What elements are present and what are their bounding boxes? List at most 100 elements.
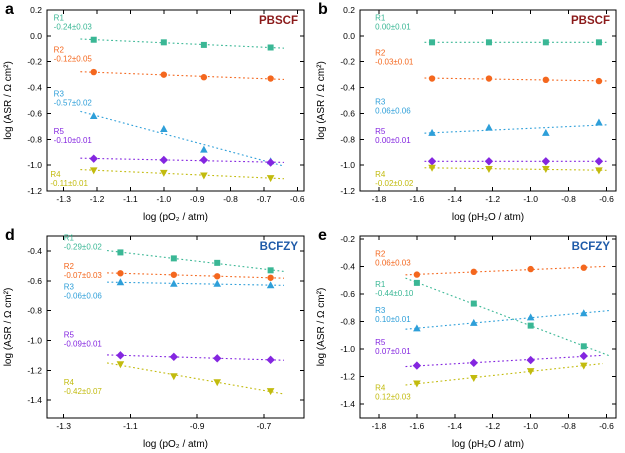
panel-letter-b: b <box>318 1 328 18</box>
svg-text:-0.8: -0.8 <box>561 194 576 204</box>
scatter-chart-a: -1.3 -1.2 -1.1 -1.0 -0.9 -0.8 -0.7 -0.6 0.2 0.0 -0… <box>3 5 305 223</box>
svg-text:-1.2: -1.2 <box>485 421 500 431</box>
svg-text:-0.09±0.01: -0.09±0.01 <box>64 339 103 348</box>
svg-text:R5: R5 <box>375 338 386 347</box>
svg-text:-1.2: -1.2 <box>27 186 42 196</box>
svg-text:log (pO₂ / atm): log (pO₂ / atm) <box>143 212 208 223</box>
svg-text:log (pH₂O / atm): log (pH₂O / atm) <box>452 439 524 450</box>
svg-text:-0.9: -0.9 <box>190 194 205 204</box>
svg-text:-1.0: -1.0 <box>340 344 355 354</box>
svg-text:R3: R3 <box>54 90 65 99</box>
scatter-chart-e: -1.8 -1.6 -1.4 -1.2 -1.0 -0.8 -0.6 -0.2 -0.4 -0.6… <box>316 234 617 450</box>
svg-text:log (ASR / Ω cm²): log (ASR / Ω cm²) <box>3 61 14 140</box>
panel-a: a -1.3 -1.2 -1.1 -1.0 -0.9 -0.8 -0.7 -0.6 0.2 0.0… <box>0 0 313 226</box>
svg-text:R3: R3 <box>375 306 386 315</box>
svg-text:0.10±0.01: 0.10±0.01 <box>375 315 411 324</box>
svg-text:log (ASR / Ω cm²): log (ASR / Ω cm²) <box>316 288 327 367</box>
svg-text:-0.6: -0.6 <box>340 108 355 118</box>
svg-text:R3: R3 <box>375 97 386 106</box>
svg-text:-1.3: -1.3 <box>56 421 71 431</box>
svg-text:0.0: 0.0 <box>343 31 355 41</box>
svg-text:-0.8: -0.8 <box>340 316 355 326</box>
svg-text:-0.8: -0.8 <box>561 421 576 431</box>
svg-text:-0.4: -0.4 <box>340 83 355 93</box>
scatter-chart-d: -1.3 -1.1 -0.9 -0.7 -0.4 -0.6 -0.8 -1.0 -1.2 -1.4… <box>3 233 305 450</box>
svg-text:-0.6: -0.6 <box>340 289 355 299</box>
svg-text:-1.0: -1.0 <box>27 335 42 345</box>
svg-text:R2: R2 <box>64 262 75 271</box>
svg-text:log (ASR / Ω cm²): log (ASR / Ω cm²) <box>3 288 14 367</box>
svg-text:-0.4: -0.4 <box>340 261 355 271</box>
svg-text:-1.0: -1.0 <box>156 194 171 204</box>
svg-text:0.07±0.01: 0.07±0.01 <box>375 347 411 356</box>
svg-text:-1.0: -1.0 <box>523 194 538 204</box>
svg-text:R1: R1 <box>375 13 386 22</box>
svg-text:-1.3: -1.3 <box>56 194 71 204</box>
svg-text:-0.44±0.10: -0.44±0.10 <box>375 289 414 298</box>
svg-text:-1.0: -1.0 <box>27 160 42 170</box>
svg-text:R1: R1 <box>64 233 75 242</box>
svg-text:-1.2: -1.2 <box>340 186 355 196</box>
svg-text:-0.03±0.01: -0.03±0.01 <box>375 57 414 66</box>
svg-text:-0.24±0.03: -0.24±0.03 <box>54 22 93 31</box>
svg-text:-1.4: -1.4 <box>340 399 355 409</box>
svg-text:-0.4: -0.4 <box>27 246 42 256</box>
svg-text:R5: R5 <box>375 127 386 136</box>
svg-text:-1.0: -1.0 <box>340 160 355 170</box>
svg-text:-0.06±0.06: -0.06±0.06 <box>64 292 103 301</box>
svg-text:log (pH₂O / atm): log (pH₂O / atm) <box>452 212 524 223</box>
panel-d: d -1.3 -1.1 -0.9 -0.7 -0.4 -0.6 -0.8 -1.0 -1.2 -1… <box>0 226 313 453</box>
svg-text:R1: R1 <box>54 13 65 22</box>
svg-text:R3: R3 <box>64 283 75 292</box>
svg-text:R2: R2 <box>54 46 65 55</box>
svg-text:-0.29±0.02: -0.29±0.02 <box>64 242 103 251</box>
svg-text:-1.1: -1.1 <box>123 194 138 204</box>
scatter-chart-b: -1.8 -1.6 -1.4 -1.2 -1.0 -0.8 -0.6 0.2 0.0 -0.2 -0… <box>316 5 617 223</box>
svg-text:BCFZY: BCFZY <box>572 241 611 253</box>
svg-text:-1.8: -1.8 <box>372 194 387 204</box>
svg-text:-0.2: -0.2 <box>27 57 42 67</box>
svg-text:-1.4: -1.4 <box>447 194 462 204</box>
svg-text:-0.7: -0.7 <box>257 194 272 204</box>
svg-text:BCFZY: BCFZY <box>260 241 299 253</box>
svg-text:-0.07±0.03: -0.07±0.03 <box>64 271 103 280</box>
panel-b: b -1.8 -1.6 -1.4 -1.2 -1.0 -0.8 -0.6 0.2 0.0 -0.2… <box>313 0 625 226</box>
svg-text:-1.2: -1.2 <box>485 194 500 204</box>
svg-text:log (pO₂ / atm): log (pO₂ / atm) <box>143 439 208 450</box>
svg-text:-1.6: -1.6 <box>410 421 425 431</box>
svg-text:-1.0: -1.0 <box>523 421 538 431</box>
svg-text:0.2: 0.2 <box>343 5 355 15</box>
svg-text:-1.6: -1.6 <box>410 194 425 204</box>
svg-text:log (ASR / Ω cm²): log (ASR / Ω cm²) <box>316 61 327 140</box>
svg-text:0.06±0.03: 0.06±0.03 <box>375 259 411 268</box>
svg-text:-1.8: -1.8 <box>372 421 387 431</box>
svg-text:-1.2: -1.2 <box>90 194 105 204</box>
svg-text:-0.8: -0.8 <box>27 306 42 316</box>
svg-text:-1.4: -1.4 <box>27 395 42 405</box>
svg-text:0.00±0.01: 0.00±0.01 <box>375 22 411 31</box>
svg-text:-0.57±0.02: -0.57±0.02 <box>54 99 93 108</box>
svg-text:R4: R4 <box>375 170 386 179</box>
svg-text:-0.42±0.07: -0.42±0.07 <box>64 387 103 396</box>
svg-text:-0.6: -0.6 <box>290 194 305 204</box>
svg-text:R2: R2 <box>375 250 386 259</box>
panel-letter-d: d <box>5 227 15 244</box>
svg-text:-0.10±0.01: -0.10±0.01 <box>54 136 93 145</box>
panel-letter-e: e <box>318 227 327 244</box>
svg-text:R2: R2 <box>375 48 386 57</box>
svg-text:-0.2: -0.2 <box>340 57 355 67</box>
svg-text:-0.8: -0.8 <box>27 134 42 144</box>
panel-e: e -1.8 -1.6 -1.4 -1.2 -1.0 -0.8 -0.6 -0.2 -0.4 -0… <box>313 226 625 453</box>
svg-text:-0.6: -0.6 <box>599 194 614 204</box>
svg-text:R5: R5 <box>54 127 65 136</box>
svg-text:-0.2: -0.2 <box>340 234 355 244</box>
svg-text:-0.11±0.01: -0.11±0.01 <box>50 179 88 188</box>
svg-text:-0.8: -0.8 <box>340 134 355 144</box>
svg-text:0.06±0.06: 0.06±0.06 <box>375 106 411 115</box>
svg-text:PBSCF: PBSCF <box>259 15 298 27</box>
svg-text:R4: R4 <box>375 383 386 392</box>
svg-text:R1: R1 <box>375 280 386 289</box>
svg-text:0.2: 0.2 <box>30 5 42 15</box>
svg-text:-0.6: -0.6 <box>27 276 42 286</box>
